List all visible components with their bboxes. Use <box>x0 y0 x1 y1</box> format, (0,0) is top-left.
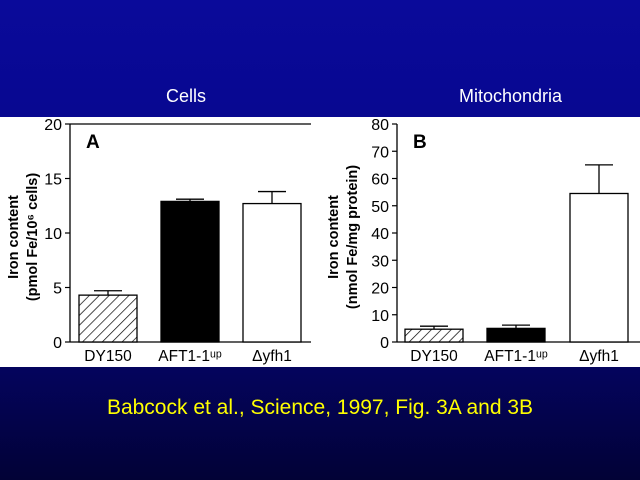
citation: Babcock et al., Science, 1997, Fig. 3A a… <box>106 396 534 419</box>
chart-strip: A 0 5 10 15 20 Iron content (pmol Fe/10⁶ cells)… <box>0 117 640 367</box>
chart-b-y-tick-label: 0 <box>380 335 389 352</box>
chart-a-y-axis-label-line1: Iron content <box>6 195 22 279</box>
chart-b-y-tick-label: 40 <box>371 226 389 243</box>
chart-b-y-tick-label: 80 <box>371 117 389 134</box>
chart-a-y-tick-label: 15 <box>44 172 62 189</box>
chart-b-y-tick-label: 60 <box>371 172 389 189</box>
chart-a-bar <box>242 202 302 343</box>
chart-a-panel-letter: A <box>86 132 100 153</box>
chart-b-y-axis-label-line1: Iron content <box>326 195 342 279</box>
chart-b-y-tick-label: 30 <box>371 253 389 270</box>
chart-b-y-tick-label: 70 <box>371 144 389 161</box>
chart-a-y-tick-label: 5 <box>53 281 62 298</box>
chart-a-category-label: DY150 <box>84 348 132 365</box>
chart-b-bar <box>404 328 464 343</box>
panel-title-mitochondria: Mitochondria <box>459 86 563 106</box>
chart-b-bar <box>569 192 629 343</box>
chart-b-category-label: DY150 <box>410 348 458 365</box>
chart-b-y-tick-label: 20 <box>371 281 389 298</box>
chart-b-bar <box>486 327 546 343</box>
chart-b-panel-letter: B <box>413 132 427 153</box>
chart-b-y-tick-label: 50 <box>371 199 389 216</box>
chart-b-y-tick-label: 10 <box>371 308 389 325</box>
chart-a-category-label: AFT1-1ᵘᵖ <box>158 348 222 365</box>
chart-a-y-axis-label-line2: (pmol Fe/10⁶ cells) <box>25 173 41 302</box>
chart-b-y-axis-label-line2: (nmol Fe/mg protein) <box>345 165 361 309</box>
chart-a-bar <box>160 200 220 343</box>
chart-a-category-label: Δyfh1 <box>252 348 292 365</box>
chart-a-y-tick-label: 10 <box>44 226 62 243</box>
chart-a-y-tick-label: 20 <box>44 117 62 134</box>
chart-b-category-label: Δyfh1 <box>579 348 619 365</box>
panel-title-cells: Cells <box>166 86 207 106</box>
chart-a-y-tick-label: 0 <box>53 335 62 352</box>
chart-a-bar <box>78 294 138 343</box>
chart-b-category-label: AFT1-1ᵘᵖ <box>484 348 548 365</box>
